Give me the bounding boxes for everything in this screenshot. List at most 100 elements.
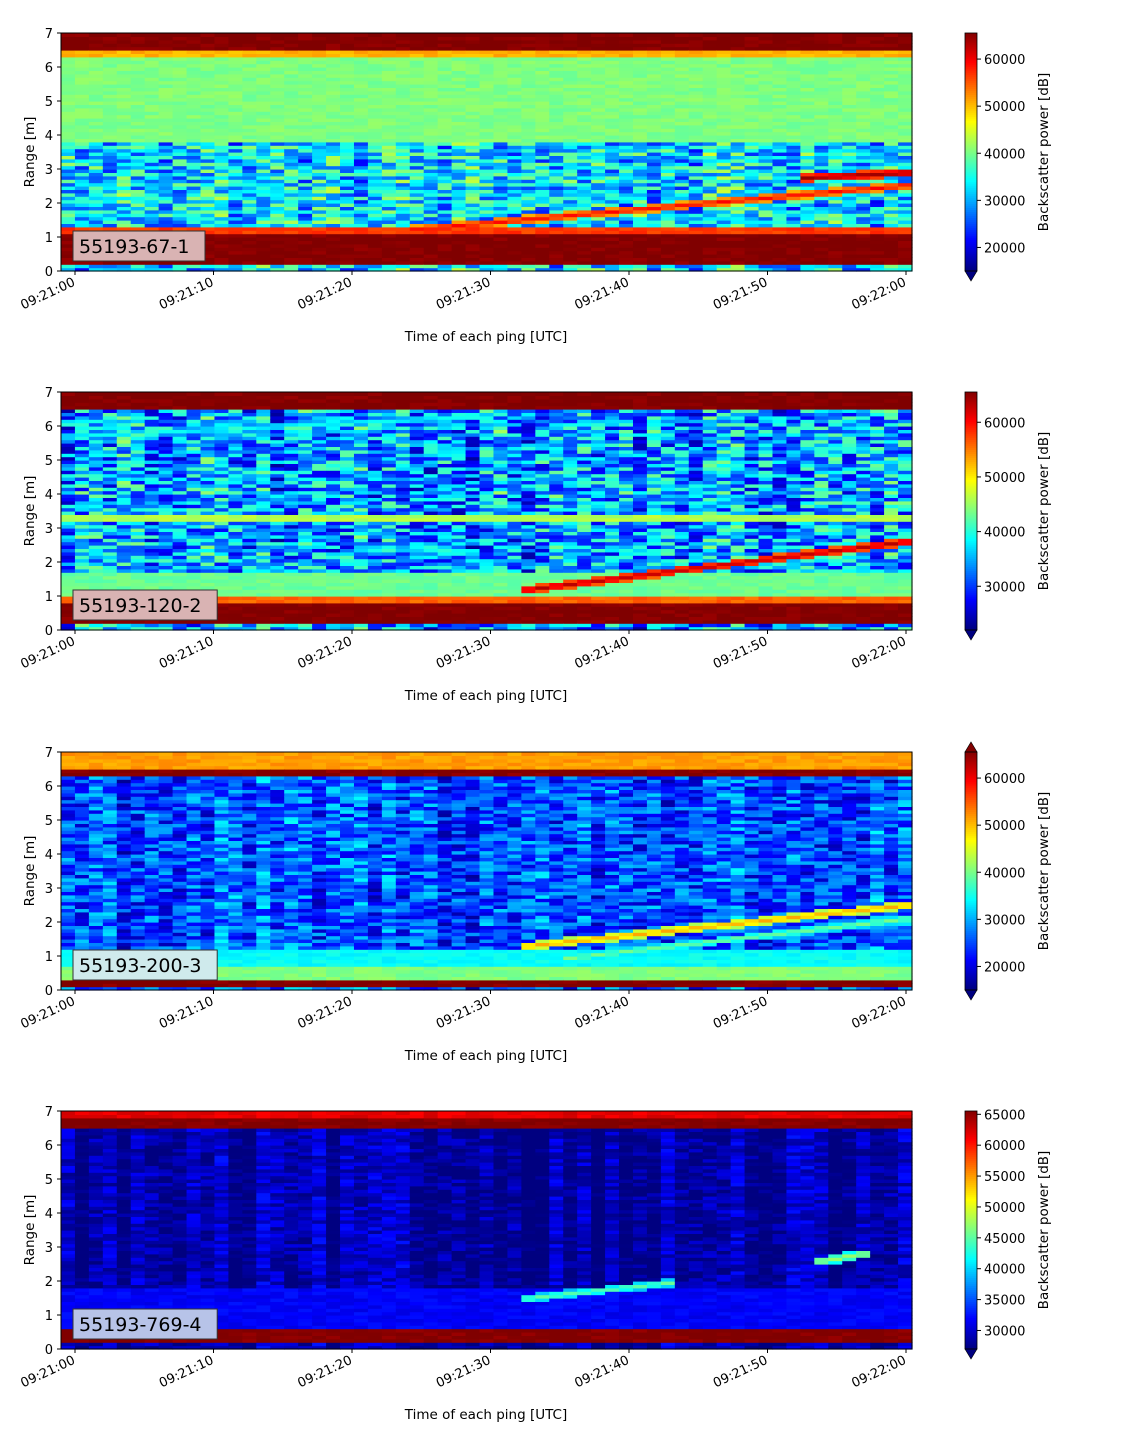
heatmap-cell bbox=[535, 264, 550, 268]
heatmap-cell bbox=[396, 159, 411, 163]
heatmap-cell bbox=[633, 183, 648, 187]
heatmap-cell bbox=[396, 33, 411, 37]
heatmap-cell bbox=[270, 183, 285, 187]
heatmap-cell bbox=[689, 183, 704, 187]
heatmap-cell bbox=[745, 227, 760, 231]
heatmap-cell bbox=[731, 217, 746, 221]
heatmap-cell bbox=[187, 183, 202, 187]
heatmap-cell bbox=[326, 183, 341, 187]
heatmap-cell bbox=[577, 227, 592, 231]
heatmap-cell bbox=[619, 227, 634, 231]
heatmap-cell bbox=[382, 200, 397, 204]
heatmap-cell bbox=[131, 392, 146, 396]
heatmap-cell bbox=[201, 193, 216, 197]
heatmap-cell bbox=[145, 159, 160, 163]
heatmap-cell bbox=[214, 200, 229, 204]
heatmap-cell bbox=[759, 176, 774, 180]
heatmap-cell bbox=[117, 392, 132, 396]
heatmap-cell bbox=[242, 132, 257, 136]
heatmap-cell bbox=[173, 227, 188, 231]
heatmap-cell bbox=[354, 234, 369, 238]
heatmap-cell bbox=[75, 217, 90, 221]
heatmap-cell bbox=[870, 244, 885, 248]
heatmap-cell bbox=[452, 227, 467, 231]
heatmap-cell bbox=[452, 166, 467, 170]
heatmap-cell bbox=[242, 251, 257, 255]
heatmap-cell bbox=[89, 142, 104, 146]
heatmap-cell bbox=[870, 251, 885, 255]
heatmap-cell bbox=[689, 244, 704, 248]
heatmap-cell bbox=[326, 33, 341, 37]
heatmap-cell bbox=[493, 33, 508, 37]
heatmap-cell bbox=[61, 176, 76, 180]
heatmap-cell bbox=[256, 176, 271, 180]
heatmap-cell bbox=[173, 166, 188, 170]
heatmap-cell bbox=[173, 142, 188, 146]
heatmap-cell bbox=[619, 244, 634, 248]
heatmap-cell bbox=[382, 132, 397, 136]
heatmap-cell bbox=[354, 193, 369, 197]
heatmap-cell bbox=[856, 142, 871, 146]
heatmap-cell bbox=[549, 200, 564, 204]
heatmap-cell bbox=[354, 149, 369, 153]
heatmap-cell bbox=[745, 149, 760, 153]
heatmap-cell bbox=[368, 210, 383, 214]
heatmap-cell bbox=[75, 264, 90, 268]
heatmap-cell bbox=[89, 33, 104, 37]
heatmap-cell bbox=[480, 132, 495, 136]
heatmap-cell bbox=[521, 159, 536, 163]
heatmap-cell bbox=[61, 264, 76, 268]
heatmap-cell bbox=[228, 149, 243, 153]
heatmap-cell bbox=[884, 33, 899, 37]
heatmap-cell bbox=[298, 251, 313, 255]
heatmap-cell bbox=[117, 217, 132, 221]
heatmap-cell bbox=[103, 392, 118, 396]
heatmap-cell bbox=[466, 183, 481, 187]
heatmap-cell bbox=[145, 504, 160, 508]
heatmap-cell bbox=[466, 217, 481, 221]
heatmap-cell bbox=[800, 166, 815, 170]
heatmap-cell bbox=[466, 33, 481, 37]
y-tick-label: 0 bbox=[45, 265, 53, 280]
heatmap-cell bbox=[856, 166, 871, 170]
x-tick-label: 09:22:00 bbox=[849, 275, 908, 313]
y-tick-label: 4 bbox=[45, 129, 53, 144]
heatmap-cell bbox=[745, 142, 760, 146]
heatmap-cell bbox=[424, 264, 439, 268]
heatmap-cell bbox=[326, 132, 341, 136]
heatmap-cell bbox=[228, 210, 243, 214]
heatmap-cell bbox=[870, 193, 885, 197]
heatmap-cell bbox=[731, 200, 746, 204]
heatmap-cell bbox=[759, 149, 774, 153]
heatmap-cell bbox=[312, 193, 327, 197]
heatmap-cell bbox=[731, 193, 746, 197]
heatmap-cell bbox=[605, 132, 620, 136]
heatmap-cell bbox=[856, 251, 871, 255]
heatmap-cell bbox=[326, 193, 341, 197]
heatmap-cell bbox=[605, 227, 620, 231]
heatmap-cell bbox=[703, 264, 718, 268]
heatmap-cell bbox=[89, 183, 104, 187]
heatmap-cell bbox=[619, 149, 634, 153]
colorbar-label: Backscatter power [dB] bbox=[1036, 73, 1052, 232]
heatmap-cell bbox=[368, 264, 383, 268]
heatmap-cell bbox=[619, 200, 634, 204]
heatmap-cell bbox=[452, 132, 467, 136]
heatmap-cell bbox=[703, 33, 718, 37]
heatmap-cell bbox=[214, 227, 229, 231]
heatmap-cell bbox=[703, 159, 718, 163]
heatmap-cell bbox=[661, 193, 676, 197]
heatmap-cell bbox=[842, 159, 857, 163]
heatmap-cell bbox=[117, 132, 132, 136]
heatmap-cell bbox=[814, 176, 829, 180]
heatmap-cell bbox=[368, 166, 383, 170]
heatmap-cell bbox=[619, 193, 634, 197]
heatmap-cell bbox=[731, 176, 746, 180]
heatmap-cell bbox=[159, 210, 174, 214]
heatmap-cell bbox=[103, 210, 118, 214]
heatmap-cell bbox=[563, 217, 578, 221]
heatmap-cell bbox=[187, 33, 202, 37]
heatmap-cell bbox=[549, 227, 564, 231]
heatmap-cell bbox=[745, 176, 760, 180]
